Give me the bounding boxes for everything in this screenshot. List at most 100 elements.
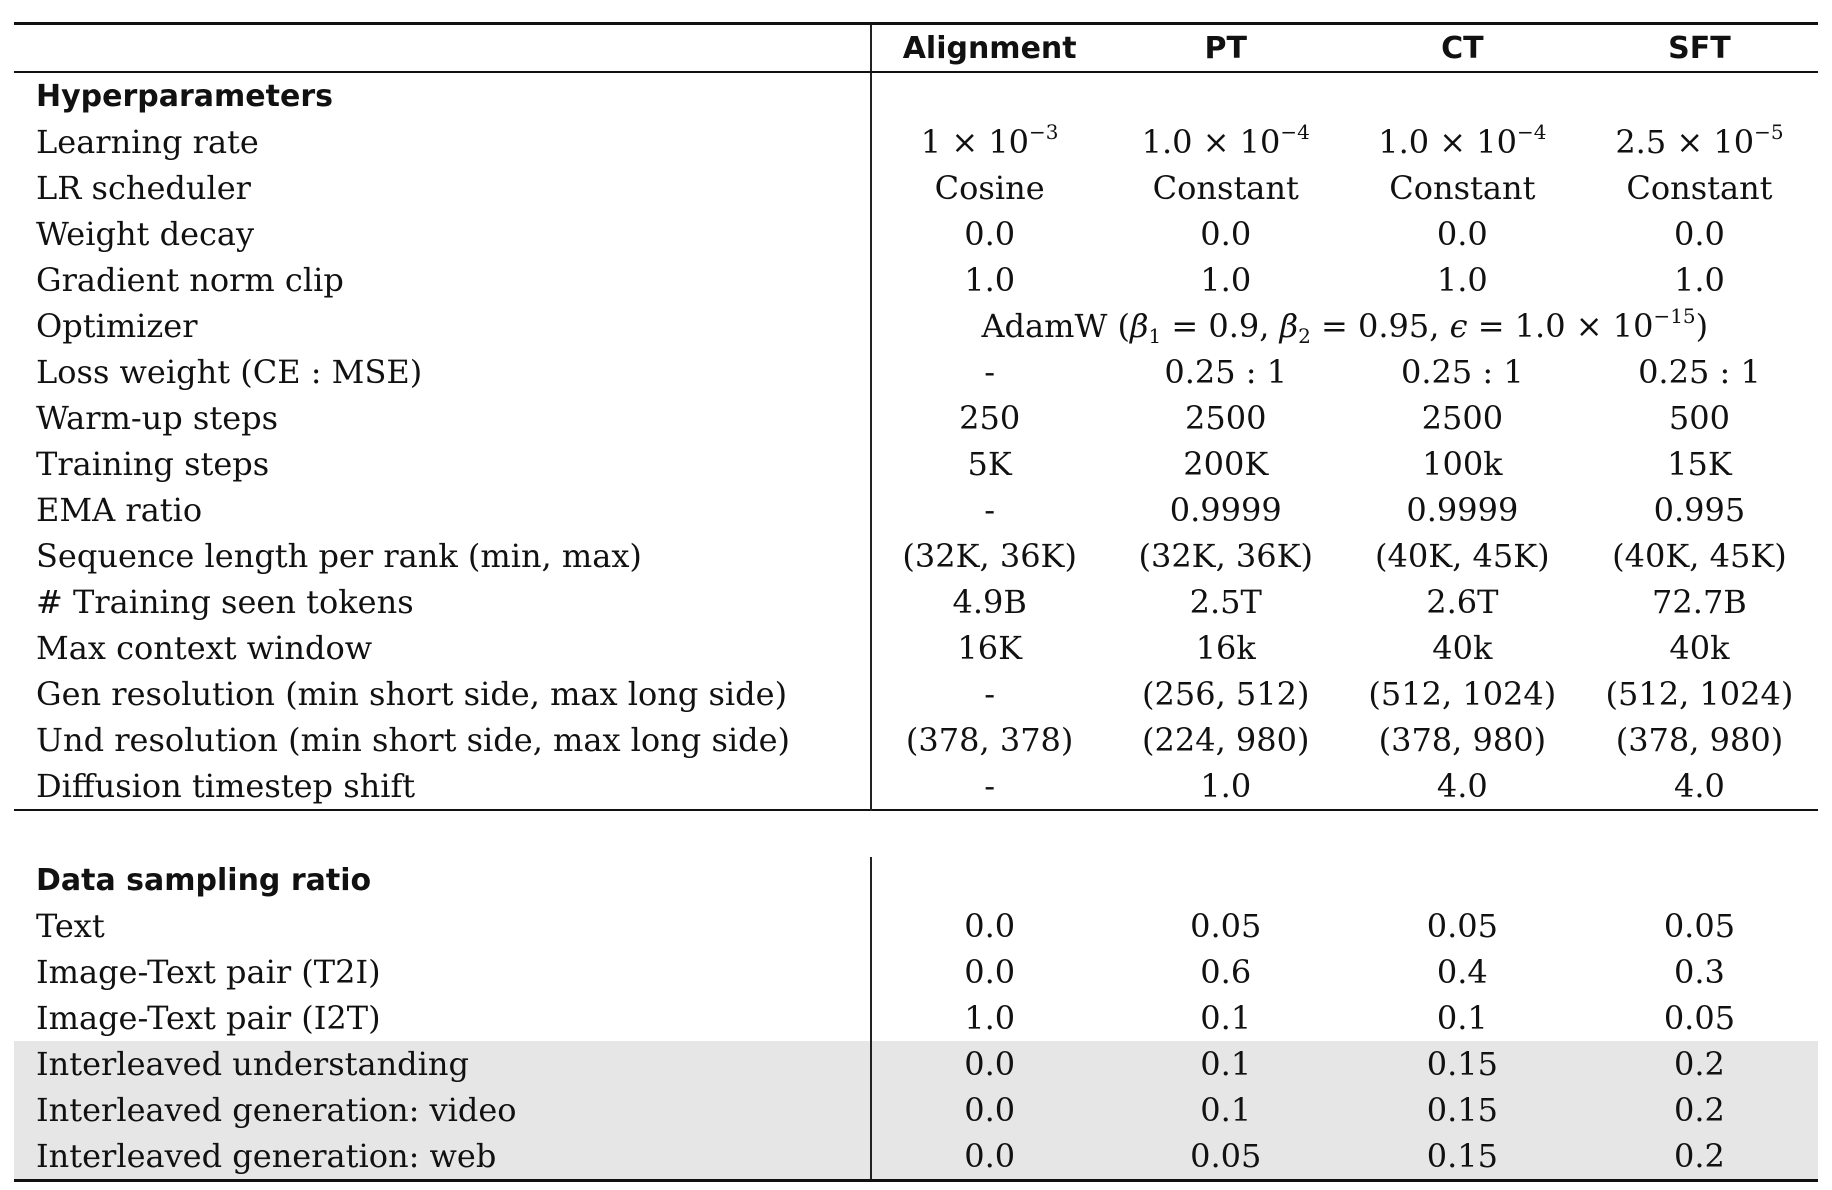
table-cell: 0.05: [1663, 907, 1736, 945]
header-empty-cell: [14, 22, 872, 73]
row-label: Image-Text pair (T2I): [14, 949, 872, 995]
table-cell: 0.0: [1200, 215, 1252, 253]
table-cell: 1.0 × 10−4: [1141, 120, 1310, 161]
table-cell: 0.6: [1200, 953, 1252, 991]
section-row: Hyperparameters: [14, 72, 1818, 119]
table-cell: 0.3: [1673, 953, 1725, 991]
table-cell: 500: [1668, 399, 1730, 437]
section-divider: [14, 809, 1818, 857]
table-cell: (32K, 36K): [1138, 537, 1314, 575]
table-row: Interleaved generation: web 0.0 0.05 0.15 0.…: [14, 1133, 1818, 1182]
table-cell: 0.05: [1426, 907, 1498, 945]
section-title-hyperparameters: Hyperparameters: [14, 72, 872, 119]
table-cell: (40K, 45K): [1612, 537, 1787, 575]
table-row: Learning rate 1 × 10−3 1.0 × 10−4 1.0 × …: [14, 119, 1818, 165]
table-cell: 1.0: [1200, 767, 1252, 805]
col-header-alignment: Alignment: [870, 22, 1108, 73]
col-header-pt: PT: [1107, 22, 1344, 73]
table-cell: 0.1: [1436, 999, 1488, 1037]
table-cell: 4.9B: [952, 583, 1027, 621]
table-row: Weight decay 0.0 0.0 0.0 0.0: [14, 211, 1818, 257]
table-cell: (512, 1024): [1605, 675, 1794, 713]
table-cell: (32K, 36K): [902, 537, 1077, 575]
hyperparameter-table: Alignment PT CT SFT Hyperparameters Lear…: [14, 22, 1818, 1182]
table-cell: -: [984, 353, 996, 391]
row-label: Image-Text pair (I2T): [14, 995, 872, 1041]
table-cell: 200K: [1183, 445, 1269, 483]
table-cell: -: [984, 767, 996, 805]
table-cell: 250: [959, 399, 1021, 437]
table-cell: 0.0: [870, 1133, 1108, 1182]
row-label: LR scheduler: [14, 165, 872, 211]
table-cell: 40k: [1432, 629, 1493, 667]
row-label: Loss weight (CE : MSE): [14, 349, 872, 395]
table-row: Interleaved generation: video 0.0 0.1 0.15 0…: [14, 1087, 1818, 1133]
table-row: Optimizer AdamW (β1 = 0.9, β2 = 0.95, ϵ …: [14, 303, 1818, 349]
table-cell: (40K, 45K): [1375, 537, 1550, 575]
col-header-ct: CT: [1343, 22, 1581, 73]
table-cell: 0.995: [1653, 491, 1746, 529]
table-cell: 2.5 × 10−5: [1615, 120, 1784, 161]
table-cell: 0.0: [1673, 215, 1725, 253]
table-cell: (378, 980): [1615, 721, 1784, 759]
row-label: Warm-up steps: [14, 395, 872, 441]
table-cell: 1.0: [1673, 261, 1725, 299]
table-cell: 15K: [1667, 445, 1732, 483]
row-label: EMA ratio: [14, 487, 872, 533]
table-cell: 0.9999: [1406, 491, 1519, 529]
row-label: Text: [14, 903, 872, 949]
row-label: Training steps: [14, 441, 872, 487]
table-cell: 0.0: [870, 1087, 1108, 1133]
table-cell: (378, 378): [905, 721, 1074, 759]
section-title-data-sampling: Data sampling ratio: [14, 857, 872, 903]
table-cell: 0.15: [1343, 1041, 1581, 1087]
table-cell: Constant: [1389, 169, 1536, 207]
table-row: LR scheduler Cosine Constant Constant Consta…: [14, 165, 1818, 211]
row-label: Diffusion timestep shift: [14, 763, 872, 810]
row-label: Max context window: [14, 625, 872, 671]
table-cell: 4.0: [1436, 767, 1488, 805]
col-header-sft: SFT: [1580, 22, 1818, 73]
table-cell: 0.4: [1436, 953, 1488, 991]
table-cell: 0.0: [1436, 215, 1488, 253]
table-cell: (378, 980): [1378, 721, 1547, 759]
table-row: Sequence length per rank (min, max) (32K,…: [14, 533, 1818, 579]
table-cell: 0.1: [1200, 999, 1252, 1037]
table-row: Training steps 5K 200K 100k 15K: [14, 441, 1818, 487]
table-cell: 0.9999: [1169, 491, 1282, 529]
table-cell: 0.2: [1580, 1087, 1818, 1133]
table-cell: 5K: [967, 445, 1012, 483]
table-cell: 0.0: [964, 953, 1016, 991]
table-cell: 16k: [1195, 629, 1256, 667]
table-cell: 0.0: [964, 907, 1016, 945]
table-cell: Constant: [1626, 169, 1773, 207]
table-cell: -: [984, 491, 996, 529]
table-cell: 1 × 10−3: [920, 120, 1059, 161]
optimizer-cell: AdamW (β1 = 0.9, β2 = 0.95, ϵ = 1.0 × 10…: [981, 304, 1709, 348]
table-cell: 0.25 : 1: [1638, 353, 1761, 391]
table-row: EMA ratio - 0.9999 0.9999 0.995: [14, 487, 1818, 533]
table-cell: 100k: [1422, 445, 1503, 483]
row-label: Weight decay: [14, 211, 872, 257]
table-row: Gradient norm clip 1.0 1.0 1.0 1.0: [14, 257, 1818, 303]
table-row: Gen resolution (min short side, max long…: [14, 671, 1818, 717]
table-cell: 0.0: [964, 215, 1016, 253]
table-cell: 1.0: [1200, 261, 1252, 299]
table-cell: 0.05: [1190, 907, 1262, 945]
table-cell: (512, 1024): [1368, 675, 1557, 713]
table-cell: Constant: [1152, 169, 1299, 207]
row-label: Sequence length per rank (min, max): [14, 533, 872, 579]
table-cell: 0.25 : 1: [1164, 353, 1288, 391]
table-cell: Cosine: [934, 169, 1045, 207]
table-cell: 2500: [1421, 399, 1504, 437]
table-row: Max context window 16K 16k 40k 40k: [14, 625, 1818, 671]
table-cell: 2500: [1185, 399, 1267, 437]
row-label: Optimizer: [14, 303, 872, 349]
row-label: # Training seen tokens: [14, 579, 872, 625]
table-cell: 0.2: [1580, 1041, 1818, 1087]
table-cell: 0.2: [1580, 1133, 1818, 1182]
table-row: Und resolution (min short side, max long…: [14, 717, 1818, 763]
row-label: Gradient norm clip: [14, 257, 872, 303]
table-row: Interleaved understanding 0.0 0.1 0.15 0.2: [14, 1041, 1818, 1087]
table-cell: 2.6T: [1426, 583, 1499, 621]
